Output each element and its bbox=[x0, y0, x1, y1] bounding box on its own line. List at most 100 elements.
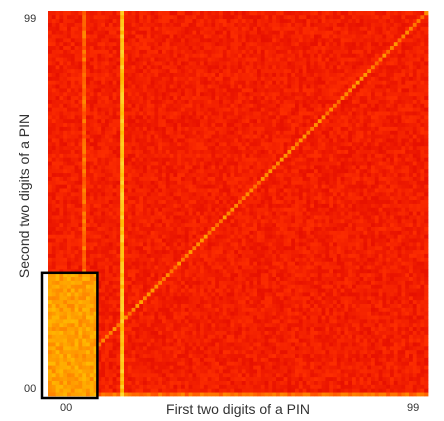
heatmap-cell bbox=[306, 349, 311, 355]
heatmap-cell bbox=[86, 268, 91, 274]
heatmap-cell bbox=[101, 319, 106, 324]
heatmap-cell bbox=[344, 338, 349, 343]
heatmap-cell bbox=[344, 345, 349, 351]
heatmap-cell bbox=[146, 372, 151, 378]
heatmap-cell bbox=[390, 253, 395, 258]
heatmap-cell bbox=[310, 365, 315, 370]
heatmap-cell bbox=[409, 238, 414, 243]
heatmap-cell bbox=[321, 265, 326, 270]
heatmap-cell bbox=[416, 307, 421, 312]
heatmap-cell bbox=[222, 295, 227, 301]
heatmap-cell bbox=[59, 268, 64, 274]
heatmap-cell bbox=[59, 215, 64, 220]
heatmap-cell bbox=[135, 303, 140, 308]
heatmap-cell bbox=[89, 392, 94, 397]
heatmap-cell bbox=[298, 268, 303, 274]
heatmap-cell bbox=[340, 392, 345, 397]
heatmap-cell bbox=[302, 369, 307, 374]
heatmap-cell bbox=[89, 365, 94, 370]
heatmap-cell bbox=[405, 292, 410, 297]
heatmap-cell bbox=[200, 272, 205, 278]
heatmap-cell bbox=[314, 303, 319, 308]
heatmap-cell bbox=[302, 322, 307, 328]
heatmap-cell bbox=[374, 218, 379, 224]
heatmap-cell bbox=[158, 342, 163, 347]
heatmap-cell bbox=[131, 238, 136, 243]
heatmap-cell bbox=[207, 326, 212, 331]
heatmap-cell bbox=[412, 376, 417, 381]
heatmap-cell bbox=[67, 284, 72, 289]
heatmap-cell bbox=[382, 257, 387, 262]
heatmap-cell bbox=[295, 249, 300, 254]
heatmap-cell bbox=[108, 226, 113, 231]
heatmap-cell bbox=[177, 292, 182, 297]
heatmap-cell bbox=[127, 292, 132, 297]
heatmap-cell bbox=[241, 338, 246, 343]
heatmap-cell bbox=[329, 257, 334, 262]
heatmap-cell bbox=[108, 272, 113, 278]
heatmap-cell bbox=[143, 330, 148, 335]
heatmap-cell bbox=[393, 280, 398, 285]
heatmap-cell bbox=[112, 334, 117, 339]
heatmap-cell bbox=[184, 268, 189, 274]
heatmap-cell bbox=[215, 330, 220, 335]
heatmap-cell bbox=[298, 218, 303, 224]
heatmap-cell bbox=[67, 365, 72, 370]
heatmap-cell bbox=[367, 345, 372, 351]
heatmap-cell bbox=[260, 215, 265, 220]
heatmap-cell bbox=[82, 392, 87, 397]
heatmap-cell bbox=[82, 222, 87, 227]
heatmap-cell bbox=[192, 265, 197, 270]
heatmap-cell bbox=[222, 253, 227, 258]
heatmap-cell bbox=[89, 222, 94, 227]
heatmap-cell bbox=[371, 361, 376, 366]
heatmap-cell bbox=[367, 203, 372, 208]
heatmap-cell bbox=[336, 361, 341, 366]
heatmap-cell bbox=[143, 392, 148, 397]
heatmap-cell bbox=[264, 319, 269, 324]
heatmap-cell bbox=[82, 203, 87, 208]
heatmap-cell bbox=[120, 226, 125, 231]
heatmap-cell bbox=[59, 322, 64, 328]
heatmap-cell bbox=[86, 238, 91, 243]
heatmap-cell bbox=[154, 345, 159, 351]
heatmap-cell bbox=[158, 384, 163, 389]
heatmap-cell bbox=[207, 272, 212, 278]
heatmap-cell bbox=[150, 372, 155, 378]
heatmap-cell bbox=[336, 345, 341, 351]
heatmap-cell bbox=[67, 265, 72, 270]
heatmap-cell bbox=[124, 369, 129, 374]
heatmap-cell bbox=[97, 238, 102, 243]
heatmap-cell bbox=[424, 230, 429, 235]
heatmap-cell bbox=[154, 388, 159, 393]
heatmap-cell bbox=[344, 384, 349, 389]
heatmap-cell bbox=[127, 226, 132, 231]
heatmap-cell bbox=[260, 342, 265, 347]
heatmap-cell bbox=[158, 257, 163, 262]
heatmap-cell bbox=[302, 249, 307, 254]
heatmap-cell bbox=[63, 353, 68, 358]
heatmap-cell bbox=[363, 392, 368, 397]
heatmap-cell bbox=[207, 307, 212, 312]
heatmap-cell bbox=[344, 303, 349, 308]
heatmap-cell bbox=[116, 280, 121, 285]
heatmap-cell bbox=[165, 234, 170, 239]
heatmap-cell bbox=[188, 326, 193, 331]
heatmap-cell bbox=[386, 376, 391, 381]
heatmap-cell bbox=[139, 284, 144, 289]
heatmap-cell bbox=[412, 330, 417, 335]
heatmap-cell bbox=[420, 253, 425, 258]
heatmap-cell bbox=[78, 207, 83, 212]
heatmap-cell bbox=[287, 284, 292, 289]
heatmap-cell bbox=[238, 242, 243, 247]
heatmap-cell bbox=[245, 257, 250, 262]
heatmap-cell bbox=[409, 295, 414, 301]
heatmap-cell bbox=[390, 238, 395, 243]
heatmap-cell bbox=[203, 361, 208, 366]
heatmap-cell bbox=[158, 276, 163, 281]
heatmap-cell bbox=[253, 234, 258, 239]
heatmap-cell bbox=[192, 384, 197, 389]
heatmap-cell bbox=[401, 265, 406, 270]
heatmap-cell bbox=[184, 295, 189, 301]
heatmap-cell bbox=[412, 265, 417, 270]
